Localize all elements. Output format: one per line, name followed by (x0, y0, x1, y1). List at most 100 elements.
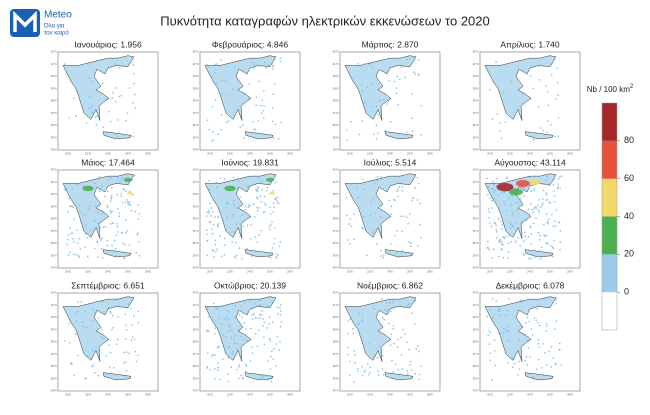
lat-tick-label: 37°N (193, 352, 199, 356)
lightning-cell (526, 316, 529, 319)
lightning-cell (85, 122, 88, 125)
lightning-cell (102, 257, 104, 259)
lightning-cell (228, 326, 230, 328)
lightning-cell (523, 254, 525, 256)
lightning-cell (226, 354, 229, 357)
lightning-cell (387, 309, 390, 311)
lightning-cell (268, 225, 270, 228)
lat-tick-label: 35°N (473, 135, 479, 139)
lightning-cell (272, 93, 274, 96)
lightning-cell (274, 181, 277, 184)
lightning-cell (73, 218, 76, 220)
lightning-cell (524, 371, 527, 374)
lightning-cell (553, 178, 555, 180)
lightning-cell (130, 209, 133, 212)
lightning-cell (496, 177, 499, 180)
lightning-cell (216, 248, 218, 250)
lightning-cell (227, 356, 230, 359)
lightning-cell (225, 207, 227, 209)
lightning-cell (396, 190, 398, 193)
lightning-cell (545, 213, 548, 215)
lightning-cell (264, 203, 266, 205)
lightning-cell (553, 201, 556, 203)
lightning-cell (401, 186, 404, 188)
lightning-cell (559, 230, 562, 232)
lightning-cell (491, 257, 494, 259)
land (204, 296, 277, 362)
lat-tick-label: 42°N (333, 168, 339, 172)
lat-tick-label: 42°N (51, 168, 57, 172)
lightning-cell (499, 130, 501, 132)
lightning-cell (76, 242, 79, 245)
hotspot (224, 185, 236, 192)
lightning-cell (396, 346, 399, 348)
lat-tick-label: 40°N (473, 192, 479, 196)
lightning-cell (272, 68, 274, 70)
lat-tick-label: 38°N (51, 99, 57, 103)
lightning-cell (241, 316, 243, 318)
lat-tick-label: 34°N (333, 389, 339, 393)
lightning-cell (217, 362, 219, 364)
lightning-cell (535, 217, 537, 219)
lightning-cell (404, 333, 406, 335)
lightning-cell (527, 236, 530, 238)
lightning-cell (280, 321, 283, 323)
lightning-cell (116, 176, 119, 178)
lightning-cell (494, 189, 496, 192)
lightning-cell (234, 65, 236, 68)
lon-tick-label: 22°E (367, 393, 373, 397)
lon-tick-label: 20°E (65, 393, 71, 397)
lightning-cell (499, 332, 502, 335)
lightning-cell (224, 244, 226, 246)
lon-tick-label: 24°E (527, 393, 533, 397)
lightning-cell (207, 352, 209, 354)
panel-title: Μάρτιος: 2.870 (362, 39, 419, 49)
lightning-cell (78, 238, 81, 240)
lightning-cell (520, 221, 523, 223)
lightning-cell (489, 308, 492, 311)
lightning-cell (118, 95, 121, 98)
lightning-cell (212, 223, 215, 226)
lightning-cell (214, 327, 216, 329)
title: Πυκνότητα καταγραφών ηλεκτρικών εκκενώσε… (160, 13, 490, 28)
lightning-cell (137, 232, 139, 234)
lightning-cell (381, 298, 383, 300)
lightning-cell (545, 85, 547, 87)
lightning-cell (382, 257, 385, 259)
lightning-cell (409, 364, 412, 366)
lightning-cell (528, 257, 530, 260)
lightning-cell (375, 124, 378, 126)
panel-title: Νοέμβριος: 6.862 (357, 280, 423, 290)
lightning-cell (238, 314, 241, 316)
lightning-cell (401, 230, 403, 233)
lightning-cell (401, 249, 403, 252)
lightning-cell (488, 249, 490, 251)
lightning-cell (227, 331, 230, 333)
lightning-cell (486, 316, 489, 318)
lightning-cell (501, 241, 503, 243)
lon-tick-label: 24°E (527, 152, 533, 156)
lightning-cell (272, 120, 274, 123)
lightning-cell (246, 247, 248, 250)
lightning-cell (106, 97, 108, 100)
lightning-cell (538, 211, 540, 214)
lightning-cell (492, 180, 494, 183)
lightning-cell (521, 233, 523, 235)
lightning-cell (391, 301, 394, 303)
lightning-cell (507, 242, 510, 245)
lightning-cell (70, 232, 72, 235)
lightning-cell (503, 200, 505, 203)
lat-tick-label: 37°N (333, 352, 339, 356)
lightning-cell (256, 196, 258, 198)
lightning-cell (274, 237, 276, 240)
lightning-cell (510, 227, 512, 229)
lightning-cell (232, 351, 234, 353)
lightning-cell (115, 305, 118, 308)
lightning-cell (228, 95, 230, 97)
lightning-cell (96, 206, 98, 208)
lightning-cell (251, 352, 254, 354)
lightning-cell (230, 337, 232, 339)
lightning-cell (239, 235, 241, 237)
lat-tick-label: 36°N (333, 364, 339, 368)
